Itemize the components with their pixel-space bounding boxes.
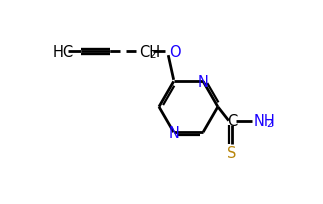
Text: N: N (168, 125, 179, 140)
Text: HC: HC (52, 45, 73, 60)
Text: 2: 2 (267, 118, 273, 128)
Text: N: N (198, 74, 209, 89)
Text: 2: 2 (150, 49, 156, 59)
Text: NH: NH (254, 114, 275, 129)
Text: O: O (169, 45, 181, 60)
Text: CH: CH (139, 45, 160, 60)
Text: S: S (227, 146, 236, 161)
Text: C: C (227, 114, 237, 129)
